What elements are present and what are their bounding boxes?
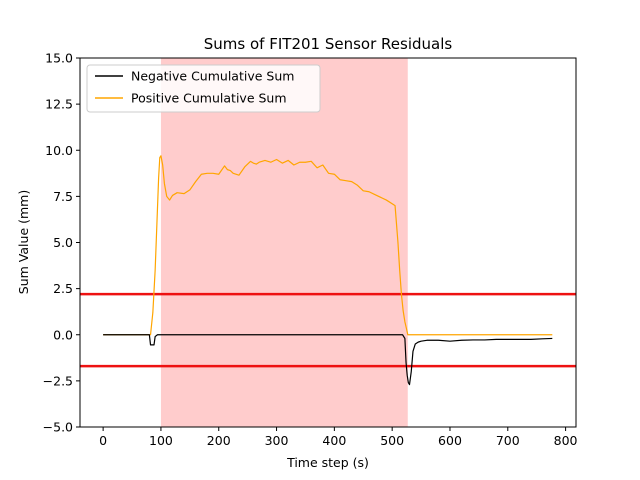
y-tick-label: 15.0 <box>45 51 73 66</box>
y-tick-label: 2.5 <box>53 281 73 296</box>
shaded-region <box>160 58 408 427</box>
y-axis-label: Sum Value (mm) <box>16 190 31 294</box>
x-tick-label: 100 <box>149 433 173 448</box>
y-axis: −5.0 −2.5 0.0 2.5 5.0 7.5 10.0 12.5 15.0 <box>43 51 80 435</box>
x-tick-label: 200 <box>207 433 231 448</box>
x-tick-label: 600 <box>438 433 462 448</box>
x-tick-label: 0 <box>99 433 107 448</box>
legend-label-positive: Positive Cumulative Sum <box>131 91 287 106</box>
y-tick-label: −2.5 <box>43 373 73 388</box>
y-tick-label: 12.5 <box>45 97 73 112</box>
x-tick-label: 800 <box>554 433 578 448</box>
y-tick-label: 10.0 <box>45 143 73 158</box>
series-line-negative <box>103 334 553 386</box>
legend-label-negative: Negative Cumulative Sum <box>131 69 294 84</box>
legend: Negative Cumulative Sum Positive Cumulat… <box>86 64 321 113</box>
y-tick-label: 7.5 <box>53 189 73 204</box>
y-tick-label: −5.0 <box>43 420 73 435</box>
x-tick-label: 300 <box>265 433 289 448</box>
y-tick-label: 5.0 <box>53 235 73 250</box>
x-tick-label: 500 <box>380 433 404 448</box>
x-tick-label: 400 <box>322 433 346 448</box>
x-axis: 0 100 200 300 400 500 600 700 800 <box>99 427 578 448</box>
x-axis-label: Time step (s) <box>286 455 369 470</box>
x-tick-label: 700 <box>496 433 520 448</box>
y-tick-label: 0.0 <box>53 327 73 342</box>
series-line-positive <box>103 155 553 336</box>
legend-box <box>86 64 321 113</box>
plot-area <box>79 57 577 428</box>
chart-title: Sums of FIT201 Sensor Residuals <box>204 35 453 53</box>
